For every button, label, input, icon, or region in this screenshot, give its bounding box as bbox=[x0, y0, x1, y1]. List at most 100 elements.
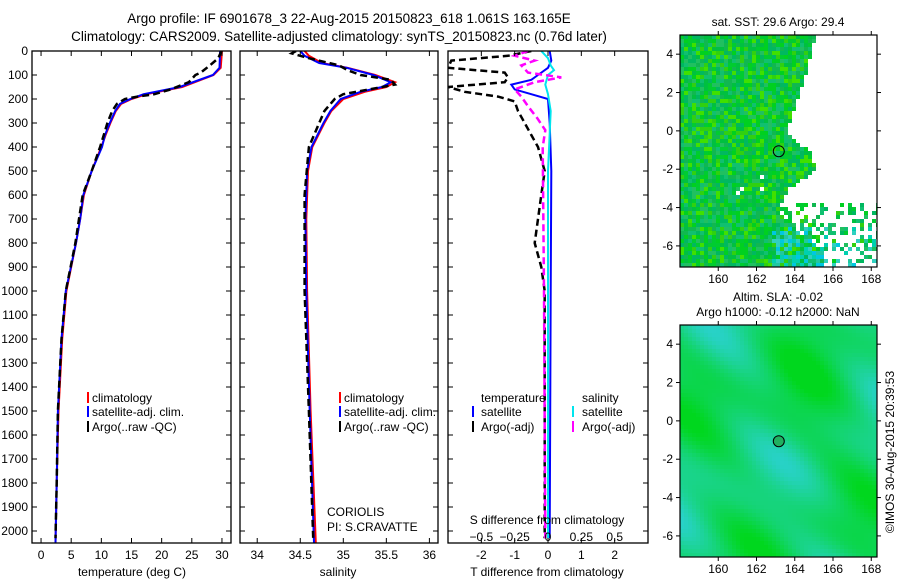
map-cell bbox=[788, 405, 792, 409]
map-cell bbox=[732, 91, 736, 95]
map-cell bbox=[736, 453, 740, 457]
map-cell bbox=[744, 99, 748, 103]
map-cell bbox=[788, 345, 792, 349]
map-cell bbox=[680, 235, 684, 239]
map-cell bbox=[752, 349, 756, 353]
map-cell bbox=[768, 469, 772, 473]
map-cell bbox=[680, 215, 684, 219]
map-cell bbox=[844, 517, 848, 521]
map-cell bbox=[772, 433, 776, 437]
map-cell bbox=[764, 239, 768, 243]
map-cell bbox=[856, 409, 860, 413]
map-cell bbox=[752, 381, 756, 385]
map-cell bbox=[788, 445, 792, 449]
map-cell bbox=[692, 457, 696, 461]
map-cell bbox=[824, 377, 828, 381]
map-cell bbox=[776, 325, 780, 329]
map-cell bbox=[752, 525, 756, 529]
map-cell bbox=[756, 155, 760, 159]
map-cell bbox=[692, 187, 696, 191]
map-cell bbox=[728, 171, 732, 175]
map-cell bbox=[772, 473, 776, 477]
map-cell bbox=[788, 175, 792, 179]
map-cell bbox=[780, 167, 784, 171]
map-cell bbox=[700, 59, 704, 63]
map-cell bbox=[708, 187, 712, 191]
map-cell bbox=[736, 485, 740, 489]
map-cell bbox=[728, 433, 732, 437]
map-cell bbox=[728, 393, 732, 397]
map-cell bbox=[800, 227, 804, 231]
map-cell bbox=[812, 329, 816, 333]
map-cell bbox=[692, 255, 696, 259]
map-cell bbox=[744, 417, 748, 421]
map-cell bbox=[772, 541, 776, 545]
map-cell bbox=[752, 243, 756, 247]
map-cell bbox=[832, 553, 836, 557]
map-cell bbox=[804, 405, 808, 409]
map-cell bbox=[868, 465, 872, 469]
map-cell bbox=[772, 111, 776, 115]
map-cell bbox=[736, 239, 740, 243]
map-cell bbox=[836, 465, 840, 469]
map-cell bbox=[752, 501, 756, 505]
map-cell bbox=[736, 505, 740, 509]
map-cell bbox=[844, 549, 848, 553]
map-cell bbox=[760, 47, 764, 51]
map-cell bbox=[700, 469, 704, 473]
map-cell bbox=[704, 373, 708, 377]
map-cell bbox=[700, 417, 704, 421]
map-cell bbox=[804, 533, 808, 537]
map-cell bbox=[764, 243, 768, 247]
map-cell bbox=[744, 377, 748, 381]
map-cell bbox=[780, 231, 784, 235]
map-cell bbox=[752, 91, 756, 95]
map-cell bbox=[720, 489, 724, 493]
map-cell bbox=[708, 243, 712, 247]
map-cell bbox=[748, 413, 752, 417]
map-cell bbox=[760, 155, 764, 159]
map-cell bbox=[720, 223, 724, 227]
map-cell bbox=[716, 409, 720, 413]
map-cell bbox=[812, 163, 816, 167]
map-cell bbox=[792, 91, 796, 95]
map-cell bbox=[856, 481, 860, 485]
map-cell bbox=[696, 373, 700, 377]
map-cell bbox=[784, 135, 788, 139]
map-cell bbox=[844, 417, 848, 421]
map-cell bbox=[728, 353, 732, 357]
map-cell bbox=[824, 349, 828, 353]
map-cell bbox=[748, 255, 752, 259]
map-cell bbox=[680, 533, 684, 537]
map-cell bbox=[804, 461, 808, 465]
map-cell bbox=[768, 207, 772, 211]
map-cell bbox=[696, 493, 700, 497]
map-cell bbox=[704, 67, 708, 71]
map-cell bbox=[840, 397, 844, 401]
map-cell bbox=[772, 43, 776, 47]
map-cell bbox=[832, 501, 836, 505]
map-cell bbox=[704, 341, 708, 345]
map-cell bbox=[704, 553, 708, 557]
map-cell bbox=[848, 481, 852, 485]
map-cell bbox=[824, 243, 828, 247]
map-cell bbox=[764, 445, 768, 449]
map-cell bbox=[860, 541, 864, 545]
map-cell bbox=[792, 549, 796, 553]
map-cell bbox=[764, 501, 768, 505]
map-cell bbox=[800, 159, 804, 163]
map-cell bbox=[740, 521, 744, 525]
map-cell bbox=[732, 135, 736, 139]
map-cell bbox=[868, 545, 872, 549]
map-cell bbox=[856, 461, 860, 465]
map-cell bbox=[848, 369, 852, 373]
map-cell bbox=[848, 521, 852, 525]
map-cell bbox=[708, 59, 712, 63]
map-cell bbox=[764, 405, 768, 409]
map-cell bbox=[696, 199, 700, 203]
map-cell bbox=[724, 525, 728, 529]
map-cell bbox=[728, 55, 732, 59]
map-cell bbox=[736, 59, 740, 63]
lon-tick-label: 168 bbox=[861, 272, 881, 286]
map-cell bbox=[856, 337, 860, 341]
